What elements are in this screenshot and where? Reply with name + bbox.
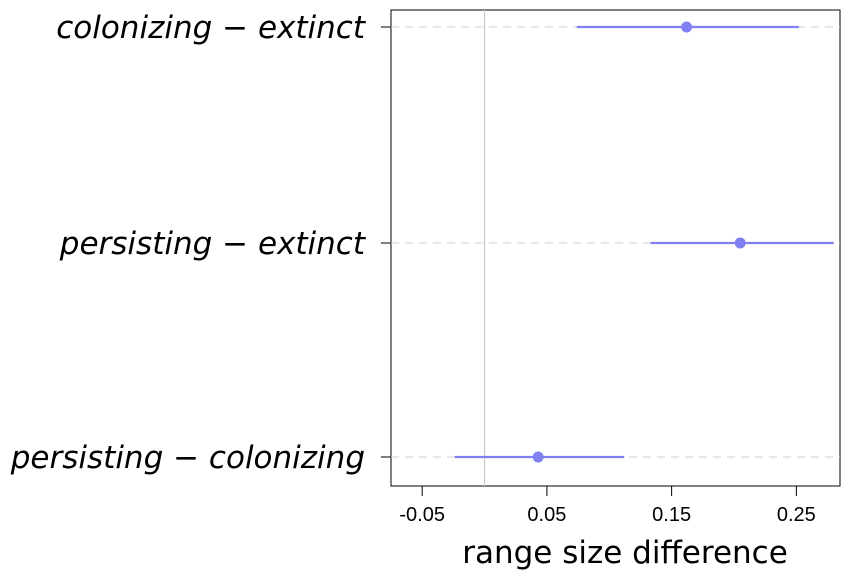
confidence-intervals — [454, 25, 834, 459]
y-tick-labels: colonizing − extinct persisting − extinct… — [10, 10, 367, 476]
x-tick-label: 0.15 — [652, 504, 691, 526]
y-tick-label: persisting − extinct — [59, 226, 367, 262]
y-tick-label: colonizing − extinct — [56, 10, 367, 46]
plot-frame — [390, 9, 841, 487]
x-tick-label: 0.25 — [777, 504, 816, 526]
x-tick-label: 0.05 — [527, 504, 566, 526]
x-axis-title: range size difference — [462, 535, 788, 571]
y-ticks — [381, 26, 391, 458]
estimate-point — [681, 21, 693, 33]
estimate-point — [532, 451, 544, 463]
x-ticks: -0.05 0.05 0.15 0.25 — [399, 486, 816, 526]
y-tick-label: persisting − colonizing — [10, 440, 365, 476]
estimate-point — [734, 237, 746, 249]
x-tick-label: -0.05 — [399, 504, 445, 526]
point-estimates — [532, 21, 746, 463]
